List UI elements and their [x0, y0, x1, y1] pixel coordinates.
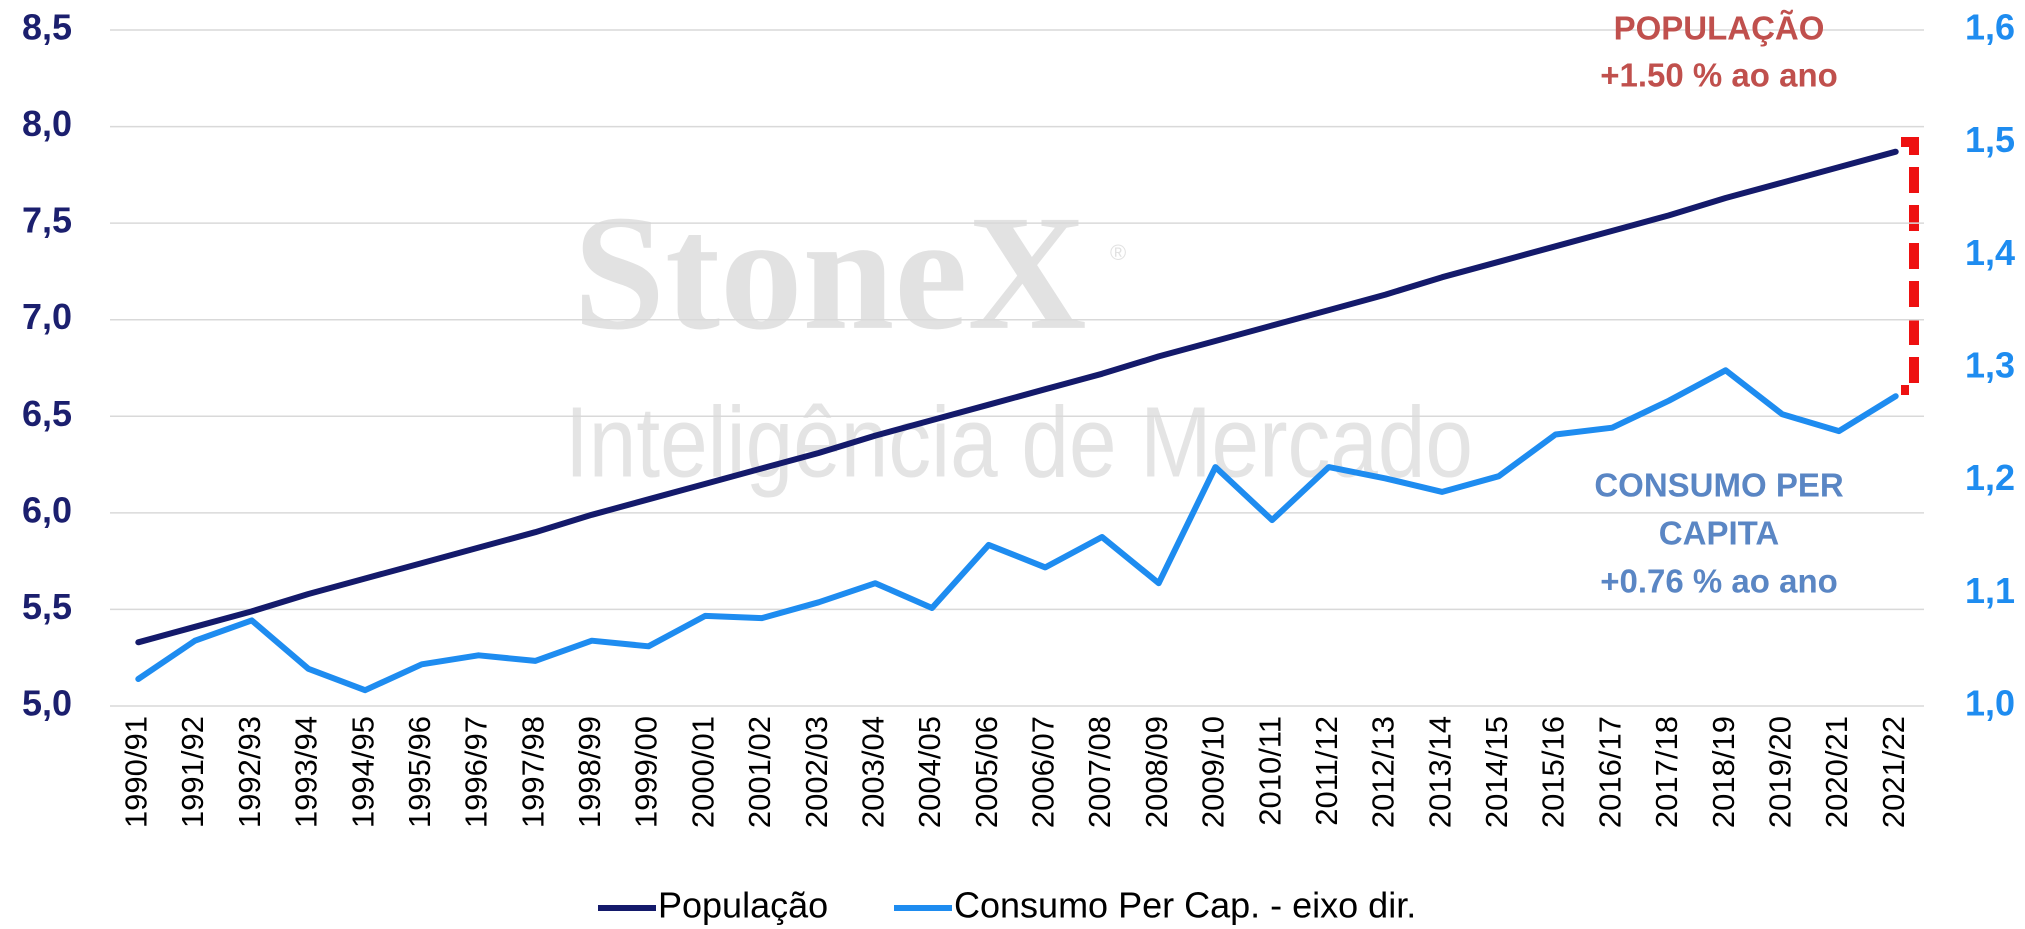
y2-tick-label: 1,4 [1965, 232, 2015, 273]
x-tick-label: 2015/16 [1536, 716, 1571, 828]
x-tick-label: 2005/06 [969, 716, 1004, 828]
y2-tick-label: 1,5 [1965, 119, 2015, 160]
x-tick-label: 1997/98 [515, 716, 550, 828]
x-tick-label: 2002/03 [799, 716, 834, 828]
x-tick-label: 1994/95 [345, 716, 380, 828]
x-tick-label: 2011/12 [1309, 716, 1344, 826]
y-tick-label: 8,5 [22, 7, 72, 48]
annotation: CONSUMO PER [1594, 467, 1844, 504]
legend-label: População [658, 885, 828, 926]
x-tick-label: 1998/99 [572, 716, 607, 828]
x-tick-label: 2019/20 [1762, 716, 1797, 828]
difference-bracket [1901, 137, 1919, 395]
x-tick-label: 2010/11 [1252, 716, 1287, 826]
x-tick-label: 1999/00 [629, 716, 664, 828]
annotation: +1.50 % ao ano [1600, 57, 1838, 94]
x-tick-label: 2009/10 [1196, 716, 1231, 828]
x-tick-label: 2000/01 [685, 716, 720, 828]
x-tick-label: 1991/92 [175, 716, 210, 828]
x-tick-label: 1990/91 [119, 716, 154, 828]
y2-tick-label: 1,1 [1965, 570, 2015, 611]
x-tick-label: 2007/08 [1082, 716, 1117, 828]
x-tick-label: 2003/04 [855, 716, 890, 828]
x-tick-label: 2021/22 [1876, 716, 1911, 828]
y-tick-label: 6,0 [22, 489, 72, 530]
y2-tick-label: 1,6 [1965, 7, 2015, 48]
y2-tick-label: 1,2 [1965, 457, 2015, 498]
x-tick-label: 2020/21 [1819, 716, 1854, 828]
y-tick-label: 8,0 [22, 103, 72, 144]
x-tick-label: 2017/18 [1649, 716, 1684, 828]
x-tick-label: 2012/13 [1366, 716, 1401, 828]
y-tick-label: 5,5 [22, 586, 72, 627]
watermark-mark: ® [1110, 240, 1126, 265]
series-line [135, 367, 1899, 694]
watermark-brand: StoneX [573, 181, 1086, 364]
x-tick-label: 1995/96 [402, 716, 437, 828]
x-tick-label: 2008/09 [1139, 716, 1174, 828]
y2-tick-label: 1,0 [1965, 683, 2015, 724]
y-tick-label: 7,5 [22, 200, 72, 241]
x-tick-label: 2004/05 [912, 716, 947, 828]
legend-label: Consumo Per Cap. - eixo dir. [954, 885, 1416, 926]
x-tick-label: 2006/07 [1026, 716, 1061, 828]
x-tick-label: 1996/97 [459, 716, 494, 828]
annotation: POPULAÇÃO [1614, 10, 1825, 47]
x-tick-label: 1992/93 [232, 716, 267, 828]
x-tick-label: 1993/94 [289, 716, 324, 828]
x-tick-label: 2014/15 [1479, 716, 1514, 828]
x-tick-label: 2018/19 [1706, 716, 1741, 828]
y-tick-label: 7,0 [22, 296, 72, 337]
y-tick-label: 5,0 [22, 683, 72, 724]
y2-tick-label: 1,3 [1965, 345, 2015, 386]
annotation: CAPITA [1659, 515, 1779, 552]
annotation: +0.76 % ao ano [1600, 563, 1838, 600]
watermark-tagline: Inteligência de Mercado [565, 386, 1473, 498]
x-tick-label: 2001/02 [742, 716, 777, 828]
x-tick-label: 2016/17 [1592, 716, 1627, 828]
y-tick-label: 6,5 [22, 393, 72, 434]
series-line [135, 148, 1899, 646]
x-tick-label: 2013/14 [1422, 716, 1457, 828]
